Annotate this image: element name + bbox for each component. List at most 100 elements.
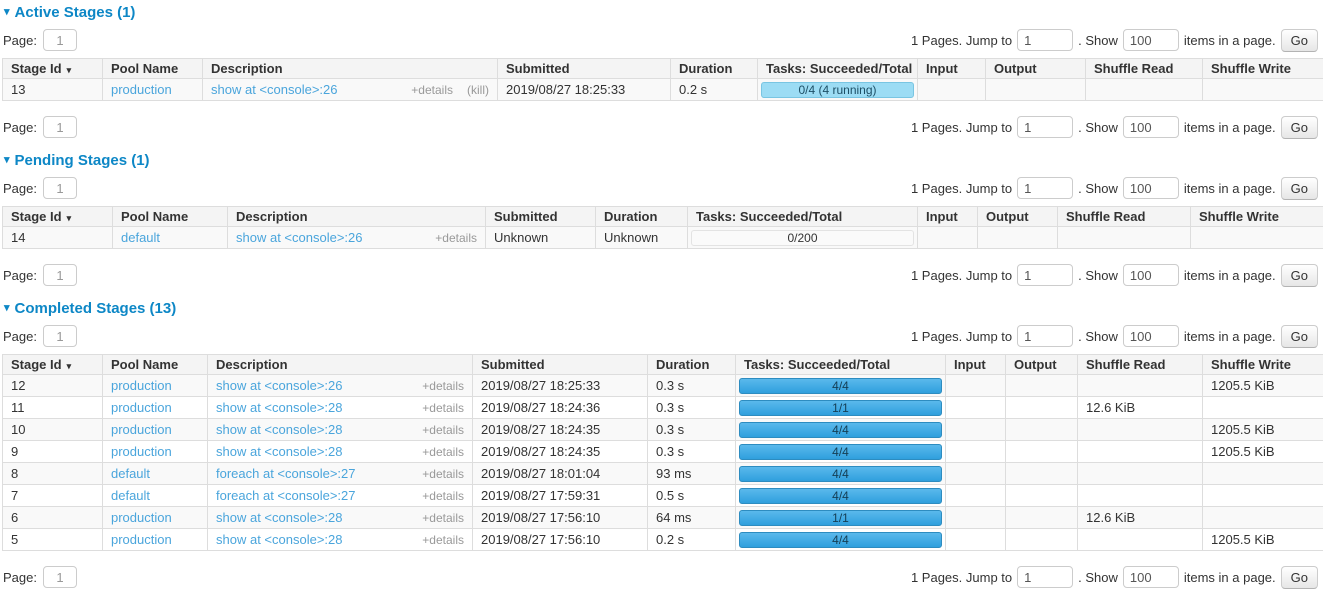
show-count-input[interactable] xyxy=(1123,116,1179,138)
column-header-stage-id[interactable]: Stage Id▾ xyxy=(3,355,103,375)
column-header-shuffle-write[interactable]: Shuffle Write xyxy=(1203,355,1323,375)
pool-name-link[interactable]: production xyxy=(111,422,172,437)
tasks-progress-cell: 4/4 xyxy=(736,441,946,463)
page-number-input[interactable] xyxy=(43,264,77,286)
shuffle-write-cell xyxy=(1203,79,1323,101)
column-header-pool-name[interactable]: Pool Name xyxy=(113,207,228,227)
go-button[interactable]: Go xyxy=(1281,325,1318,348)
column-header-shuffle-read[interactable]: Shuffle Read xyxy=(1078,355,1203,375)
details-toggle[interactable]: +details xyxy=(411,83,453,97)
details-toggle[interactable]: +details xyxy=(435,231,477,245)
column-header-tasks-succeeded-total[interactable]: Tasks: Succeeded/Total xyxy=(758,59,918,79)
column-header-pool-name[interactable]: Pool Name xyxy=(103,59,203,79)
column-header-input[interactable]: Input xyxy=(918,207,978,227)
column-header-shuffle-read[interactable]: Shuffle Read xyxy=(1086,59,1203,79)
jump-to-input[interactable] xyxy=(1017,177,1073,199)
details-toggle[interactable]: +details xyxy=(422,489,464,503)
details-toggle[interactable]: +details xyxy=(422,379,464,393)
column-header-submitted[interactable]: Submitted xyxy=(498,59,671,79)
show-count-input[interactable] xyxy=(1123,325,1179,347)
column-header-stage-id[interactable]: Stage Id▾ xyxy=(3,59,103,79)
jump-to-input[interactable] xyxy=(1017,116,1073,138)
show-count-input[interactable] xyxy=(1123,29,1179,51)
pool-name-link[interactable]: production xyxy=(111,400,172,415)
page-control: Page: xyxy=(3,29,77,51)
section-title-active[interactable]: ▾Active Stages (1) xyxy=(4,4,1322,21)
show-count-input[interactable] xyxy=(1123,264,1179,286)
description-link[interactable]: show at <console>:26 xyxy=(211,82,337,97)
section-title-pending[interactable]: ▾Pending Stages (1) xyxy=(4,152,1322,169)
jump-to-input[interactable] xyxy=(1017,566,1073,588)
column-header-tasks-succeeded-total[interactable]: Tasks: Succeeded/Total xyxy=(736,355,946,375)
column-header-input[interactable]: Input xyxy=(946,355,1006,375)
kill-link[interactable]: (kill) xyxy=(467,83,489,97)
description-link[interactable]: show at <console>:28 xyxy=(216,532,342,547)
go-button[interactable]: Go xyxy=(1281,177,1318,200)
page-number-input[interactable] xyxy=(43,566,77,588)
stage-id-cell: 5 xyxy=(3,529,103,551)
shuffle-write-cell xyxy=(1203,463,1323,485)
page-number-input[interactable] xyxy=(43,116,77,138)
details-toggle[interactable]: +details xyxy=(422,511,464,525)
page-number-input[interactable] xyxy=(43,325,77,347)
column-header-description[interactable]: Description xyxy=(208,355,473,375)
column-header-description[interactable]: Description xyxy=(228,207,486,227)
description-link[interactable]: show at <console>:26 xyxy=(216,378,342,393)
description-link[interactable]: foreach at <console>:27 xyxy=(216,488,356,503)
show-count-input[interactable] xyxy=(1123,566,1179,588)
go-button[interactable]: Go xyxy=(1281,116,1318,139)
column-header-duration[interactable]: Duration xyxy=(596,207,688,227)
column-header-submitted[interactable]: Submitted xyxy=(486,207,596,227)
jump-to-input[interactable] xyxy=(1017,29,1073,51)
column-header-pool-name[interactable]: Pool Name xyxy=(103,355,208,375)
column-header-submitted[interactable]: Submitted xyxy=(473,355,648,375)
column-header-shuffle-write[interactable]: Shuffle Write xyxy=(1203,59,1323,79)
description-link[interactable]: show at <console>:28 xyxy=(216,422,342,437)
pool-name-link[interactable]: production xyxy=(111,532,172,547)
pool-name-link[interactable]: default xyxy=(111,488,150,503)
column-header-output[interactable]: Output xyxy=(978,207,1058,227)
page-number-input[interactable] xyxy=(43,29,77,51)
details-toggle[interactable]: +details xyxy=(422,445,464,459)
column-header-duration[interactable]: Duration xyxy=(648,355,736,375)
column-header-shuffle-write[interactable]: Shuffle Write xyxy=(1191,207,1323,227)
go-button[interactable]: Go xyxy=(1281,29,1318,52)
column-header-description[interactable]: Description xyxy=(203,59,498,79)
pool-name-link[interactable]: production xyxy=(111,444,172,459)
description-link[interactable]: show at <console>:26 xyxy=(236,230,362,245)
description-link[interactable]: show at <console>:28 xyxy=(216,444,342,459)
input-cell xyxy=(946,463,1006,485)
pagination-row: Page:1 Pages. Jump to. Showitems in a pa… xyxy=(3,263,1318,287)
column-header-shuffle-read[interactable]: Shuffle Read xyxy=(1058,207,1191,227)
details-toggle[interactable]: +details xyxy=(422,533,464,547)
section-title-completed[interactable]: ▾Completed Stages (13) xyxy=(4,300,1322,317)
pool-name-link[interactable]: production xyxy=(111,82,172,97)
jump-show-control: 1 Pages. Jump to. Showitems in a page.Go xyxy=(911,29,1318,52)
page-number-input[interactable] xyxy=(43,177,77,199)
column-header-stage-id[interactable]: Stage Id▾ xyxy=(3,207,113,227)
details-toggle[interactable]: +details xyxy=(422,467,464,481)
show-count-input[interactable] xyxy=(1123,177,1179,199)
column-header-input[interactable]: Input xyxy=(918,59,986,79)
description-link[interactable]: show at <console>:28 xyxy=(216,510,342,525)
duration-cell: 64 ms xyxy=(648,507,736,529)
jump-to-input[interactable] xyxy=(1017,325,1073,347)
column-header-tasks-succeeded-total[interactable]: Tasks: Succeeded/Total xyxy=(688,207,918,227)
description-link[interactable]: show at <console>:28 xyxy=(216,400,342,415)
pool-name-link[interactable]: production xyxy=(111,510,172,525)
column-header-duration[interactable]: Duration xyxy=(671,59,758,79)
page-label: Page: xyxy=(3,120,37,135)
description-link[interactable]: foreach at <console>:27 xyxy=(216,466,356,481)
pool-name-link[interactable]: default xyxy=(121,230,160,245)
pool-name-link[interactable]: default xyxy=(111,466,150,481)
pool-name-link[interactable]: production xyxy=(111,378,172,393)
details-toggle[interactable]: +details xyxy=(422,401,464,415)
details-toggle[interactable]: +details xyxy=(422,423,464,437)
jump-to-input[interactable] xyxy=(1017,264,1073,286)
go-button[interactable]: Go xyxy=(1281,264,1318,287)
column-header-output[interactable]: Output xyxy=(986,59,1086,79)
go-button[interactable]: Go xyxy=(1281,566,1318,589)
column-header-output[interactable]: Output xyxy=(1006,355,1078,375)
